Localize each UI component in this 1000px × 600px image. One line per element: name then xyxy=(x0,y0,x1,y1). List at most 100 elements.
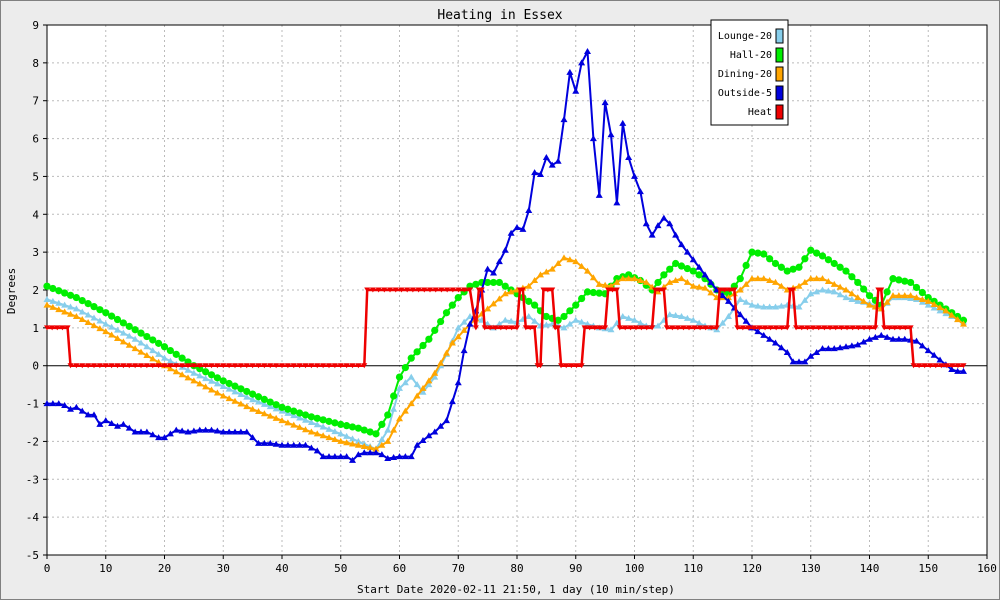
data-point xyxy=(113,315,122,324)
data-point xyxy=(307,428,315,435)
data-point xyxy=(560,254,568,261)
data-point xyxy=(425,432,433,439)
data-point xyxy=(61,289,69,297)
data-point xyxy=(795,263,803,271)
data-point xyxy=(537,171,544,178)
data-point xyxy=(137,329,145,337)
data-point xyxy=(208,377,215,384)
data-point xyxy=(836,344,844,351)
data-point xyxy=(78,407,86,414)
data-point xyxy=(954,367,962,374)
data-point xyxy=(67,303,74,310)
data-point xyxy=(889,335,897,342)
data-point xyxy=(804,325,811,331)
data-point xyxy=(861,325,868,331)
data-point xyxy=(296,414,304,421)
data-point xyxy=(343,363,350,369)
data-point xyxy=(91,363,97,369)
data-point xyxy=(231,397,239,404)
data-point xyxy=(72,305,80,312)
data-point xyxy=(583,288,592,296)
data-point xyxy=(507,288,515,295)
data-point xyxy=(913,294,920,301)
data-point xyxy=(360,442,368,449)
data-point xyxy=(789,265,797,273)
data-point xyxy=(49,325,56,331)
data-point xyxy=(466,313,474,319)
data-point xyxy=(84,319,92,326)
data-point xyxy=(739,325,746,331)
data-point xyxy=(745,325,752,331)
data-point xyxy=(572,301,580,309)
data-point xyxy=(560,312,568,321)
data-point xyxy=(807,246,815,254)
data-point xyxy=(431,326,439,334)
data-point xyxy=(172,426,180,433)
data-point xyxy=(384,426,392,433)
data-point xyxy=(185,363,191,369)
data-point xyxy=(155,339,163,347)
data-point xyxy=(798,325,805,331)
data-point xyxy=(490,300,497,307)
data-point xyxy=(155,434,163,441)
data-point xyxy=(672,312,680,319)
data-point xyxy=(54,325,61,331)
data-point xyxy=(832,325,839,331)
data-point xyxy=(660,271,668,279)
data-point xyxy=(384,454,392,461)
data-point xyxy=(448,339,456,346)
series-layer xyxy=(43,48,968,463)
data-point xyxy=(883,333,891,340)
data-point xyxy=(666,311,674,318)
data-point xyxy=(549,287,556,293)
data-point xyxy=(396,384,403,391)
data-point xyxy=(656,287,663,293)
data-point xyxy=(901,292,909,299)
data-point xyxy=(760,331,768,338)
data-point xyxy=(467,287,473,293)
x-tick-label: 140 xyxy=(860,562,880,575)
data-point xyxy=(78,308,86,315)
data-point xyxy=(284,409,292,416)
data-point xyxy=(155,350,163,357)
x-tick-label: 50 xyxy=(334,562,347,575)
data-point xyxy=(237,363,244,369)
data-point xyxy=(654,288,662,295)
data-point xyxy=(525,297,533,305)
data-point xyxy=(119,420,127,427)
data-point xyxy=(119,319,127,327)
data-point xyxy=(881,325,888,331)
data-point xyxy=(537,271,544,278)
data-point xyxy=(431,369,439,376)
data-point xyxy=(487,325,494,331)
data-point xyxy=(273,363,280,369)
data-point xyxy=(196,380,204,387)
data-point xyxy=(225,395,233,402)
data-point xyxy=(84,311,92,318)
data-point xyxy=(573,363,580,369)
data-point xyxy=(431,373,439,380)
data-point xyxy=(842,343,850,350)
data-point xyxy=(114,363,121,369)
data-point xyxy=(595,191,603,198)
data-point xyxy=(85,363,92,369)
data-point xyxy=(678,241,685,248)
data-point xyxy=(719,319,727,326)
data-point xyxy=(302,416,309,423)
data-point xyxy=(73,363,80,369)
data-point xyxy=(815,325,822,331)
data-point xyxy=(167,363,174,369)
data-point xyxy=(78,297,86,305)
data-point xyxy=(807,352,815,359)
data-point xyxy=(419,341,427,350)
data-point xyxy=(734,325,741,331)
data-point xyxy=(766,277,774,284)
data-point xyxy=(495,278,503,287)
data-point xyxy=(531,169,539,176)
data-point xyxy=(448,398,456,405)
data-point xyxy=(202,363,209,369)
data-point xyxy=(243,387,251,396)
legend-swatch xyxy=(775,104,784,120)
data-point xyxy=(827,325,834,331)
data-point xyxy=(102,320,110,327)
